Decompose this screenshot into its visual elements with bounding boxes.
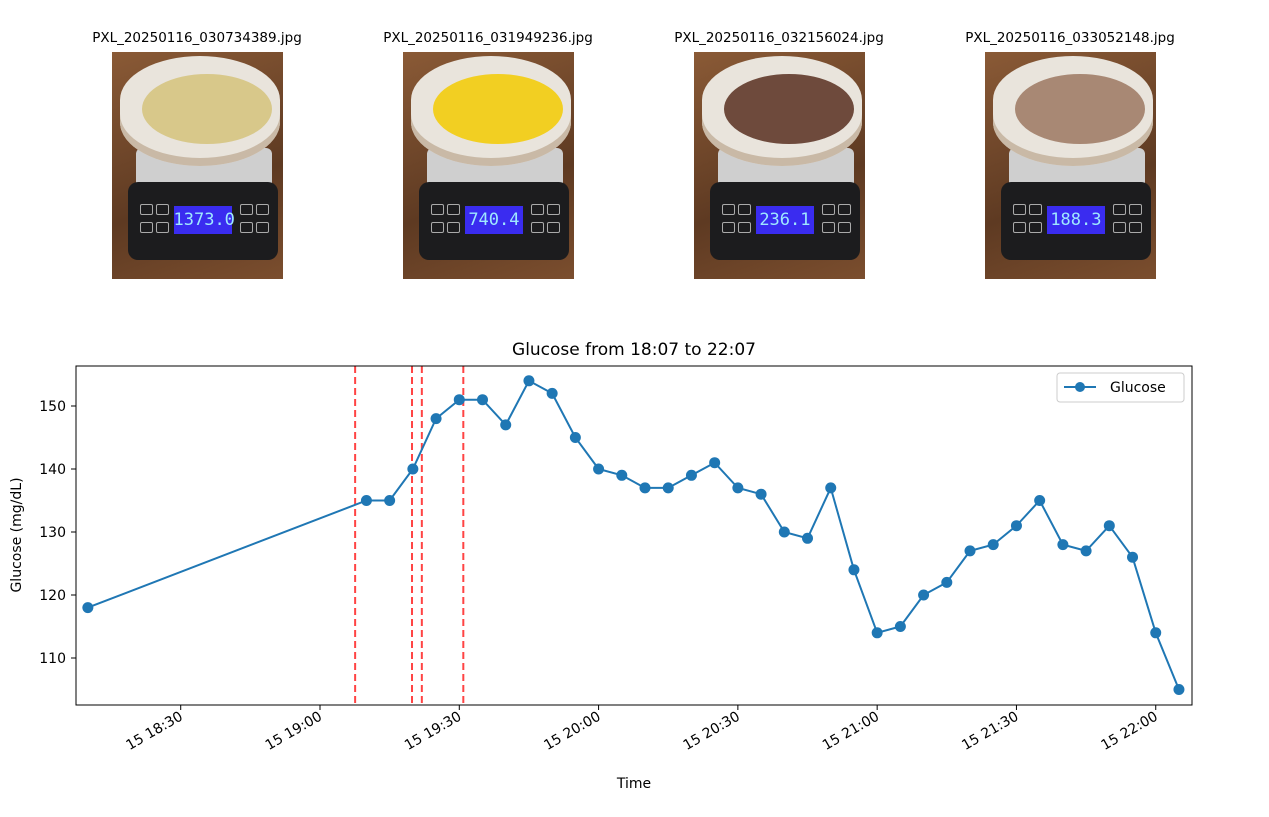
kitchen-scale-image: 188.3 xyxy=(1000,182,1151,260)
scale-reading: 1373.0 xyxy=(173,206,235,234)
glucose-point xyxy=(569,432,581,443)
glucose-point xyxy=(755,488,767,500)
glucose-point xyxy=(848,564,860,576)
glucose-point xyxy=(430,413,442,425)
glucose-point xyxy=(802,532,814,544)
y-tick-label: 110 xyxy=(39,651,66,667)
x-axis-label: Time xyxy=(616,776,651,792)
y-axis-label: Glucose (mg/dL) xyxy=(9,477,25,592)
photo-filename: PXL_20250116_033052148.jpg xyxy=(965,30,1175,46)
photo-panel: PXL_20250116_033052148.jpg 188.3 xyxy=(960,30,1180,279)
x-tick-label: 15 20:00 xyxy=(541,709,603,754)
glucose-point xyxy=(500,419,512,431)
y-tick-label: 150 xyxy=(39,399,66,415)
glucose-point xyxy=(1173,684,1185,695)
x-tick-label: 15 20:30 xyxy=(681,709,743,754)
photo-filename: PXL_20250116_030734389.jpg xyxy=(92,30,302,46)
scale-reading: 188.3 xyxy=(1046,206,1105,234)
legend-label: Glucose xyxy=(1110,380,1166,396)
glucose-point xyxy=(82,602,94,614)
glucose-point xyxy=(1034,495,1046,506)
glucose-point xyxy=(987,539,999,551)
photo-filename: PXL_20250116_031949236.jpg xyxy=(383,30,593,46)
x-tick-label: 15 19:30 xyxy=(402,709,464,754)
bowl-image xyxy=(410,56,571,166)
y-tick-label: 120 xyxy=(39,588,66,604)
glucose-point xyxy=(616,469,628,481)
glucose-point xyxy=(894,621,906,632)
y-tick-label: 130 xyxy=(39,525,66,541)
glucose-point xyxy=(384,495,396,506)
legend: Glucose xyxy=(1056,372,1185,403)
food-photo: 1373.0 xyxy=(111,52,283,279)
glucose-point xyxy=(709,457,721,469)
glucose-point xyxy=(593,463,605,475)
glucose-point xyxy=(407,463,419,475)
glucose-point xyxy=(523,375,535,387)
glucose-point xyxy=(1150,627,1162,639)
x-tick-label: 15 21:30 xyxy=(959,709,1021,754)
photo-panel: PXL_20250116_031949236.jpg 740.4 xyxy=(378,30,598,279)
glucose-point xyxy=(546,387,558,399)
food-photo: 188.3 xyxy=(984,52,1156,279)
legend-marker-icon xyxy=(1075,382,1085,392)
scale-reading: 740.4 xyxy=(464,206,523,234)
photo-panel: PXL_20250116_030734389.jpg 1373.0 xyxy=(87,30,307,279)
glucose-point xyxy=(477,394,489,406)
glucose-point xyxy=(685,469,697,481)
photo-panel: PXL_20250116_032156024.jpg 236.1 xyxy=(669,30,889,279)
kitchen-scale-image: 740.4 xyxy=(418,182,569,260)
glucose-point xyxy=(1127,551,1139,563)
x-tick-label: 15 18:30 xyxy=(123,709,185,754)
bowl-image xyxy=(701,56,862,166)
x-tick-label: 15 22:00 xyxy=(1099,709,1161,754)
food-photo: 236.1 xyxy=(693,52,865,279)
glucose-point xyxy=(662,482,674,494)
glucose-point xyxy=(360,495,372,506)
glucose-point xyxy=(941,576,953,588)
scale-reading: 236.1 xyxy=(755,206,814,234)
glucose-point xyxy=(1103,520,1115,532)
glucose-point xyxy=(732,482,744,494)
glucose-point xyxy=(453,394,465,406)
glucose-point xyxy=(871,627,883,639)
photo-filename: PXL_20250116_032156024.jpg xyxy=(674,30,884,46)
glucose-line xyxy=(87,379,1180,690)
x-tick-label: 15 21:00 xyxy=(820,709,882,754)
kitchen-scale-image: 236.1 xyxy=(709,182,860,260)
bowl-image xyxy=(119,56,280,166)
y-tick-label: 140 xyxy=(39,462,66,478)
bowl-image xyxy=(992,56,1153,166)
food-photo: 740.4 xyxy=(402,52,574,279)
glucose-point xyxy=(639,482,651,494)
x-tick-label: 15 19:00 xyxy=(263,709,325,754)
glucose-point xyxy=(778,526,790,538)
plot-frame xyxy=(75,365,1193,706)
glucose-point xyxy=(825,482,837,494)
glucose-point xyxy=(1010,520,1022,532)
chart-title: Glucose from 18:07 to 22:07 xyxy=(512,340,756,360)
glucose-point xyxy=(918,589,930,601)
glucose-point xyxy=(964,545,976,557)
kitchen-scale-image: 1373.0 xyxy=(127,182,278,260)
glucose-point xyxy=(1057,539,1069,551)
glucose-point xyxy=(1080,545,1092,557)
